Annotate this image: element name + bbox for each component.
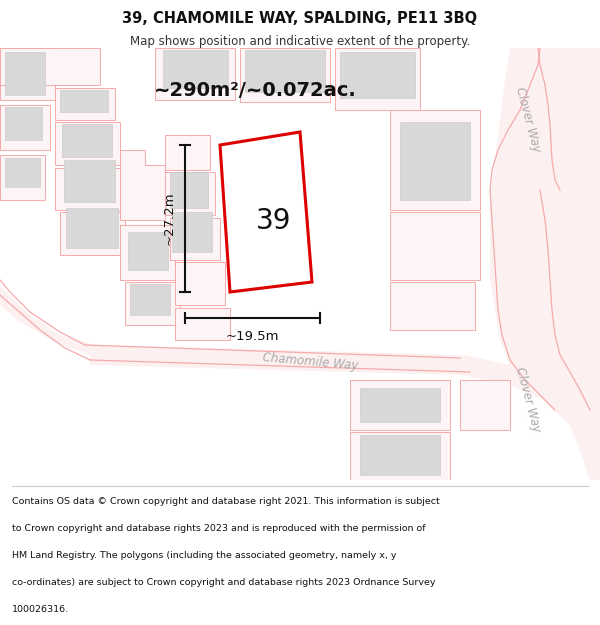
Polygon shape — [128, 232, 168, 270]
Polygon shape — [0, 155, 45, 200]
Polygon shape — [390, 282, 475, 330]
Polygon shape — [120, 150, 165, 220]
Text: to Crown copyright and database rights 2023 and is reproduced with the permissio: to Crown copyright and database rights 2… — [12, 524, 425, 533]
Polygon shape — [165, 135, 210, 170]
Polygon shape — [350, 432, 450, 480]
Polygon shape — [490, 48, 600, 480]
Polygon shape — [5, 107, 42, 140]
Text: 39: 39 — [256, 207, 291, 235]
Polygon shape — [390, 212, 480, 280]
Polygon shape — [0, 285, 600, 480]
Polygon shape — [460, 380, 510, 430]
Polygon shape — [350, 380, 450, 430]
Text: Clover Way: Clover Way — [513, 366, 543, 434]
Polygon shape — [335, 48, 420, 110]
Polygon shape — [163, 50, 228, 88]
Polygon shape — [55, 168, 120, 210]
Polygon shape — [64, 160, 115, 202]
Polygon shape — [220, 132, 312, 292]
Polygon shape — [60, 90, 108, 112]
Polygon shape — [60, 212, 125, 255]
Text: ~290m²/~0.072ac.: ~290m²/~0.072ac. — [154, 81, 356, 99]
Text: 100026316.: 100026316. — [12, 605, 69, 614]
Polygon shape — [125, 282, 180, 325]
Polygon shape — [66, 208, 118, 248]
Polygon shape — [55, 88, 115, 120]
Polygon shape — [360, 388, 440, 422]
Text: Chamomile Way: Chamomile Way — [262, 351, 358, 372]
Polygon shape — [0, 105, 50, 150]
Polygon shape — [175, 262, 225, 305]
Polygon shape — [170, 172, 208, 208]
Text: 39, CHAMOMILE WAY, SPALDING, PE11 3BQ: 39, CHAMOMILE WAY, SPALDING, PE11 3BQ — [122, 11, 478, 26]
Text: HM Land Registry. The polygons (including the associated geometry, namely x, y: HM Land Registry. The polygons (includin… — [12, 551, 397, 560]
Polygon shape — [130, 284, 170, 315]
Polygon shape — [5, 158, 40, 187]
Polygon shape — [0, 48, 100, 85]
Polygon shape — [172, 212, 212, 252]
Text: Map shows position and indicative extent of the property.: Map shows position and indicative extent… — [130, 34, 470, 48]
Polygon shape — [390, 110, 480, 210]
Text: Clover Way: Clover Way — [513, 86, 543, 154]
Polygon shape — [170, 218, 220, 260]
Polygon shape — [55, 122, 120, 165]
Polygon shape — [165, 172, 215, 215]
Polygon shape — [340, 52, 415, 98]
Text: co-ordinates) are subject to Crown copyright and database rights 2023 Ordnance S: co-ordinates) are subject to Crown copyr… — [12, 578, 436, 587]
Polygon shape — [400, 122, 470, 200]
Polygon shape — [175, 308, 230, 340]
Polygon shape — [0, 48, 55, 100]
Polygon shape — [245, 50, 325, 92]
Polygon shape — [5, 52, 45, 95]
Polygon shape — [62, 124, 112, 157]
Polygon shape — [155, 48, 235, 100]
Polygon shape — [120, 225, 175, 280]
Text: ~19.5m: ~19.5m — [226, 329, 279, 342]
Text: Contains OS data © Crown copyright and database right 2021. This information is : Contains OS data © Crown copyright and d… — [12, 498, 440, 506]
Polygon shape — [240, 48, 330, 102]
Polygon shape — [360, 435, 440, 475]
Text: ~27.2m: ~27.2m — [163, 192, 176, 245]
